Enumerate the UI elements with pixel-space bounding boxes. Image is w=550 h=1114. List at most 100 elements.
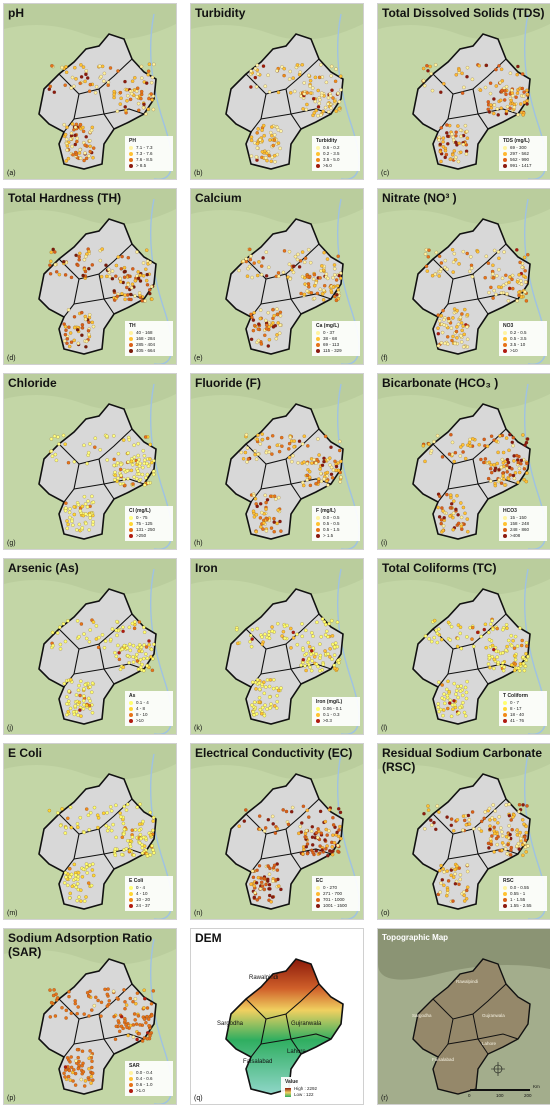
- sample-point: [84, 636, 89, 641]
- sample-point: [322, 288, 326, 293]
- sample-point: [69, 1055, 73, 1059]
- sample-point: [430, 273, 435, 278]
- sample-point: [302, 275, 307, 280]
- map-legend: EC 0 - 270 271 - 700 701 - 1000 1001 - 1500: [312, 876, 360, 911]
- sample-point: [287, 262, 292, 266]
- sample-point: [275, 307, 279, 311]
- sample-point: [300, 821, 304, 825]
- district-boundary: [260, 113, 292, 120]
- sample-point: [521, 803, 525, 807]
- district-boundary: [73, 668, 105, 675]
- district-boundary: [260, 483, 292, 490]
- sample-point: [321, 662, 325, 667]
- terrain-ridge: [4, 559, 176, 595]
- map-panel: Total Hardness (TH) (d) TH 40 - 168 168 - 28…: [3, 188, 177, 365]
- sample-point: [439, 521, 443, 526]
- sample-point: [63, 639, 68, 644]
- sample-point: [319, 471, 323, 476]
- sample-point: [64, 506, 68, 510]
- legend-item: 0.5 - 0.5: [316, 521, 356, 527]
- sample-point: [78, 122, 83, 127]
- sample-point: [63, 273, 68, 277]
- sample-point: [507, 824, 511, 828]
- sample-point: [80, 333, 84, 337]
- sample-point: [237, 824, 241, 828]
- sample-point: [78, 156, 83, 160]
- sample-point: [308, 260, 313, 265]
- sample-point: [52, 988, 56, 992]
- sample-point: [94, 995, 98, 1000]
- legend-swatch: [503, 516, 507, 520]
- sample-point: [492, 825, 496, 830]
- sample-point: [425, 64, 429, 68]
- sample-point: [338, 810, 343, 815]
- sample-point: [75, 898, 79, 903]
- sample-point: [475, 630, 480, 635]
- sample-point: [274, 497, 278, 501]
- sample-point: [335, 292, 339, 297]
- sample-point: [140, 851, 145, 855]
- sample-point: [267, 153, 271, 158]
- sample-point: [269, 159, 274, 163]
- legend-swatch: [129, 701, 133, 705]
- sample-point: [264, 250, 269, 254]
- sample-point: [83, 314, 88, 319]
- legend-item: 3.5 - 5.0: [316, 157, 356, 163]
- sample-point: [144, 475, 148, 480]
- sample-point: [454, 73, 459, 77]
- sample-point: [432, 820, 436, 825]
- sample-point: [461, 505, 466, 510]
- sample-point: [142, 461, 146, 466]
- sample-point: [510, 277, 514, 282]
- sample-point: [321, 268, 326, 273]
- sample-point: [91, 862, 95, 866]
- sample-point: [147, 288, 152, 292]
- sample-point: [78, 708, 82, 712]
- legend-item: 271 - 700: [316, 891, 356, 897]
- sample-point: [492, 103, 497, 107]
- sample-point: [76, 1066, 81, 1071]
- sample-point: [81, 1070, 86, 1074]
- sample-point: [264, 151, 269, 155]
- sample-point: [466, 529, 470, 534]
- sample-point: [63, 132, 68, 137]
- sample-point: [84, 895, 88, 899]
- sample-point: [502, 250, 506, 254]
- legend-swatch: [503, 164, 507, 168]
- sample-point: [66, 699, 71, 703]
- sample-point: [78, 509, 83, 513]
- sample-point: [459, 334, 463, 338]
- sample-point: [252, 311, 256, 315]
- sample-point: [502, 665, 507, 669]
- river-line: [149, 383, 173, 549]
- sample-point: [278, 323, 282, 327]
- sample-point: [435, 631, 440, 636]
- sample-point: [521, 94, 526, 98]
- sample-point: [264, 529, 269, 533]
- sample-point: [75, 822, 80, 826]
- legend-label: 0 - 4: [136, 885, 146, 890]
- sample-point: [138, 461, 142, 466]
- district-boundary: [260, 853, 292, 860]
- sample-point: [429, 449, 434, 453]
- sample-point: [448, 698, 452, 702]
- sample-point: [330, 88, 334, 92]
- sample-point: [329, 849, 334, 854]
- sample-point: [128, 996, 133, 1001]
- sample-point: [523, 280, 528, 284]
- panel-title: Fluoride (F): [195, 376, 261, 390]
- sample-point: [440, 330, 445, 335]
- sample-point: [483, 810, 487, 814]
- sample-point: [251, 509, 256, 513]
- sample-point: [453, 872, 457, 876]
- sample-point: [130, 463, 135, 467]
- legend-label: 248 - 860: [510, 527, 530, 532]
- sample-point: [490, 834, 494, 838]
- map-svg: [191, 374, 363, 549]
- sample-point: [269, 526, 274, 530]
- sample-point: [497, 64, 501, 68]
- sample-point: [524, 824, 528, 829]
- sample-point: [423, 252, 428, 256]
- map-legend: TH 40 - 168 168 - 284 285 - 404 405 - 664: [125, 321, 173, 356]
- legend-label: 24 - 37: [136, 903, 151, 908]
